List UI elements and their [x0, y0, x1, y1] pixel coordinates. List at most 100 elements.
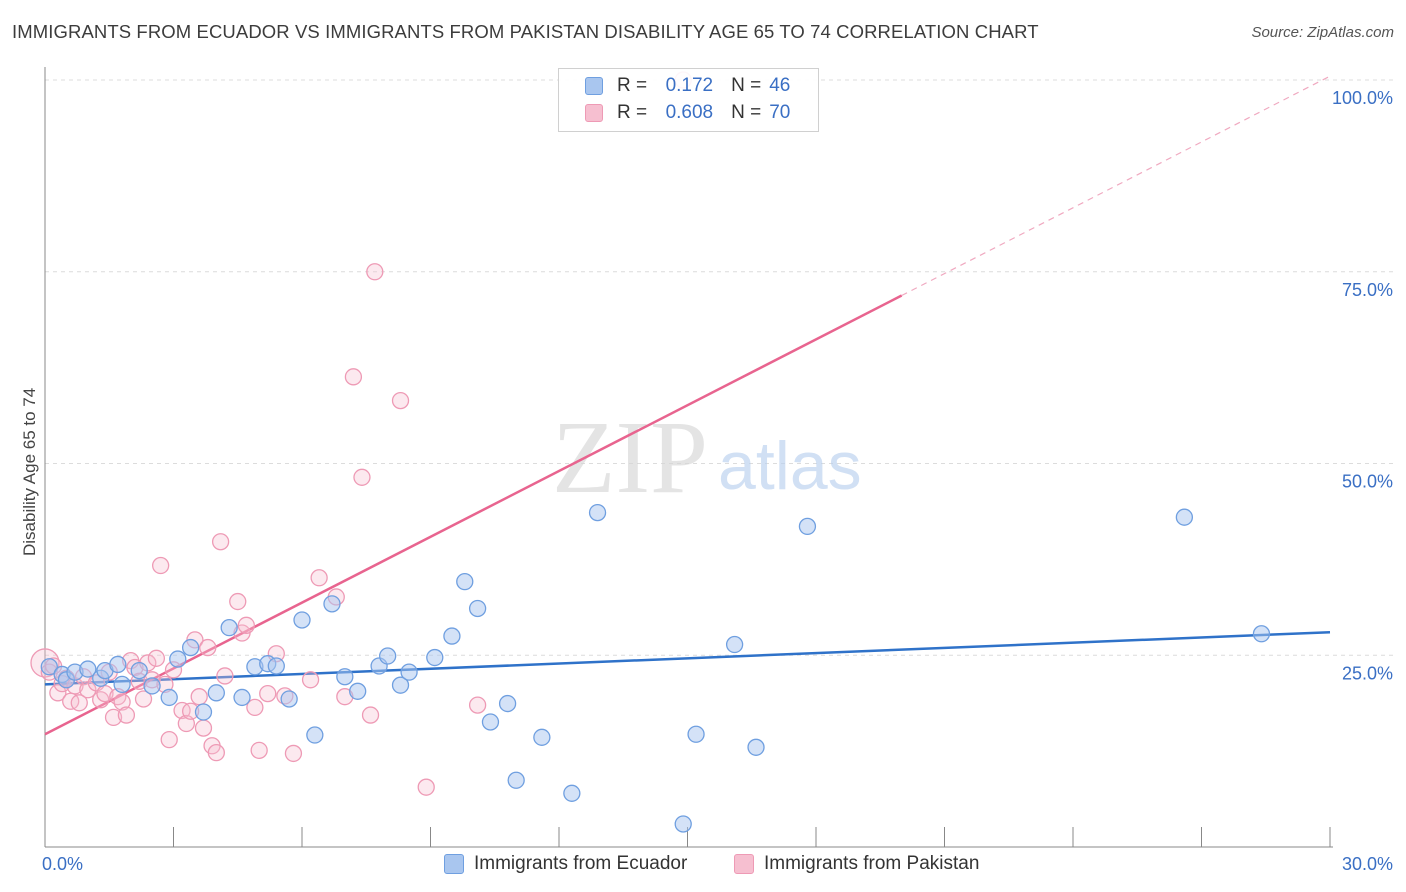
pakistan-point: [391, 391, 410, 410]
y-tick-label: 25.0%: [1342, 663, 1393, 683]
pakistan-trend-extension: [901, 75, 1331, 297]
pakistan-legend-label: Immigrants from Pakistan: [764, 853, 980, 874]
axes: [44, 67, 1333, 848]
ecuador-point: [143, 677, 161, 695]
ecuador-point: [109, 655, 127, 674]
ecuador-point: [323, 595, 341, 613]
pakistan-point: [104, 708, 123, 727]
ecuador-point: [169, 650, 187, 668]
grid-lines: [45, 79, 1393, 656]
pakistan-point: [417, 778, 435, 796]
pakistan-point: [207, 744, 225, 762]
ecuador-point: [391, 676, 410, 694]
ecuador-point: [400, 663, 418, 681]
y-axis-label: Disability Age 65 to 74: [20, 387, 39, 556]
ecuador-point: [498, 694, 517, 713]
ecuador-point: [306, 726, 324, 744]
ecuador-swatch: [585, 77, 603, 95]
ecuador-point: [426, 648, 444, 667]
pakistan-point: [160, 730, 178, 749]
ecuador-r-label: R =: [617, 75, 648, 96]
watermark-zip: ZIP: [552, 400, 708, 515]
pakistan-point: [301, 671, 320, 689]
ecuador-point: [79, 660, 97, 678]
ecuador-point: [207, 684, 225, 702]
ecuador-point: [233, 688, 251, 707]
ecuador-point: [533, 728, 551, 746]
ecuador-point: [507, 771, 525, 789]
ecuador-point: [1175, 508, 1194, 526]
ecuador-point: [379, 647, 397, 665]
ecuador-point: [563, 784, 581, 802]
ecuador-point: [220, 618, 238, 637]
ecuador-n-label: N =: [731, 75, 762, 96]
ecuador-point: [267, 657, 285, 675]
pakistan-point: [49, 684, 67, 702]
pakistan-point: [147, 649, 166, 667]
y-tick-label: 100.0%: [1332, 88, 1393, 108]
pakistan-n-value: 70: [769, 102, 791, 123]
pakistan-point: [361, 706, 380, 724]
ecuador-point: [40, 658, 58, 676]
ecuador-point: [456, 572, 474, 591]
pakistan-point: [468, 696, 487, 714]
ecuador-point: [160, 688, 178, 707]
pakistan-point: [199, 638, 217, 657]
ecuador-point: [747, 738, 765, 756]
legend-row-ecuador: R = 0.172 N = 46: [585, 75, 790, 97]
pakistan-point: [237, 616, 255, 634]
pakistan-legend-swatch: [734, 854, 754, 874]
chart-title: IMMIGRANTS FROM ECUADOR VS IMMIGRANTS FR…: [12, 21, 1039, 42]
pakistan-r-label: R =: [617, 102, 648, 123]
ecuador-legend-label: Immigrants from Ecuador: [474, 853, 688, 874]
pakistan-point: [229, 592, 247, 611]
y-tick-label: 50.0%: [1342, 472, 1393, 492]
pakistan-point: [211, 533, 230, 551]
ecuador-point: [130, 661, 148, 680]
ecuador-points: [40, 503, 1271, 833]
pakistan-point: [353, 468, 371, 486]
ecuador-point: [1252, 625, 1271, 643]
pakistan-trend-line: [44, 294, 903, 736]
pakistan-point: [246, 698, 264, 717]
pakistan-point: [366, 263, 384, 281]
ecuador-point: [481, 713, 500, 731]
ecuador-trend-line: [44, 630, 1331, 686]
ecuador-point: [588, 503, 607, 522]
pakistan-point: [117, 706, 136, 724]
ecuador-point: [181, 638, 200, 657]
pakistan-swatch: [585, 104, 603, 122]
watermark: ZIP atlas: [552, 400, 862, 515]
series-legend-pakistan: Immigrants from Pakistan: [734, 852, 979, 876]
pakistan-n-label: N =: [731, 102, 762, 123]
pakistan-point: [134, 690, 153, 708]
tick-labels: 25.0% 50.0% 75.0% 100.0% 0.0% 30.0%: [42, 88, 1393, 874]
ecuador-point: [687, 725, 705, 743]
pakistan-r-value: 0.608: [665, 102, 714, 123]
pakistan-point: [194, 719, 213, 737]
pakistan-point: [216, 667, 234, 685]
ecuador-point: [336, 668, 354, 686]
pakistan-point: [310, 569, 328, 587]
ecuador-point: [280, 690, 298, 708]
ecuador-legend-swatch: [444, 854, 464, 874]
x-tick-label: 0.0%: [42, 854, 83, 874]
pakistan-point: [250, 741, 268, 760]
ecuador-r-value: 0.172: [665, 75, 714, 96]
ecuador-point: [725, 635, 744, 654]
x-tick-label: 30.0%: [1342, 854, 1393, 874]
pakistan-point: [344, 368, 363, 386]
legend-row-pakistan: R = 0.608 N = 70: [585, 102, 790, 124]
ecuador-point: [113, 675, 131, 694]
ecuador-point: [443, 627, 461, 645]
series-legend-ecuador: Immigrants from Ecuador: [444, 852, 687, 876]
source-label: Source: ZipAtlas.com: [1251, 24, 1394, 41]
pakistan-point: [259, 684, 277, 703]
ecuador-point: [293, 611, 311, 629]
pakistan-point: [151, 556, 170, 575]
pakistan-point: [190, 688, 208, 706]
watermark-atlas: atlas: [718, 428, 862, 504]
ecuador-n-value: 46: [769, 75, 791, 96]
pakistan-point: [284, 744, 303, 763]
